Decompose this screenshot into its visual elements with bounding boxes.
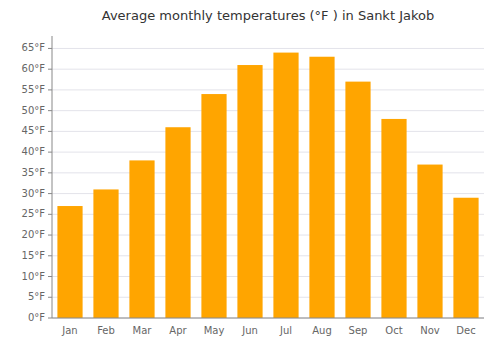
y-tick-label: 35°F	[22, 167, 46, 178]
bar	[165, 127, 190, 318]
x-tick-label: Mar	[133, 325, 153, 336]
y-tick	[48, 297, 52, 298]
y-tick-label: 5°F	[28, 291, 45, 302]
y-tick-label: 25°F	[22, 208, 46, 219]
bar	[129, 160, 154, 318]
bar	[57, 206, 82, 318]
y-tick-label: 20°F	[22, 229, 46, 240]
bar	[309, 57, 334, 318]
y-tick	[48, 69, 52, 70]
y-tick	[48, 48, 52, 49]
bar	[201, 94, 226, 318]
bar	[93, 189, 118, 318]
y-tick-label: 55°F	[22, 84, 46, 95]
y-tick	[48, 214, 52, 215]
y-tick-label: 40°F	[22, 146, 46, 157]
y-tick	[48, 235, 52, 236]
x-tick-label: May	[204, 325, 225, 336]
bar	[237, 65, 262, 318]
bar	[273, 53, 298, 318]
grid-line	[52, 69, 484, 70]
x-tick-label: Jan	[61, 325, 77, 336]
bar	[453, 198, 478, 318]
x-tick-label: Feb	[97, 325, 115, 336]
y-axis: 0°F 5°F 10°F 15°F 20°F 25°F 30°F 35°F 40°F 45°F 50…	[22, 36, 52, 323]
chart-container: Average monthly temperatures (°F ) in Sa…	[0, 0, 500, 350]
y-tick-label: 0°F	[28, 312, 45, 323]
y-tick-label: 50°F	[22, 105, 46, 116]
y-tick	[48, 276, 52, 277]
y-tick-label: 30°F	[22, 188, 46, 199]
chart-svg: Average monthly temperatures (°F ) in Sa…	[0, 0, 500, 350]
grid-line	[52, 152, 484, 153]
y-tick-label: 60°F	[22, 63, 46, 74]
y-tick	[48, 89, 52, 90]
y-tick	[48, 193, 52, 194]
x-tick-label: Aug	[312, 325, 332, 336]
y-tick	[48, 172, 52, 173]
grid-line	[52, 318, 484, 319]
x-tick-label: Sep	[349, 325, 368, 336]
y-tick	[48, 131, 52, 132]
x-tick-label: Jun	[241, 325, 258, 336]
x-axis-line	[52, 318, 484, 319]
y-axis-line	[52, 36, 53, 318]
x-tick-label: Nov	[420, 325, 440, 336]
y-tick	[48, 255, 52, 256]
y-tick	[48, 152, 52, 153]
bar	[381, 119, 406, 318]
y-tick	[48, 318, 52, 319]
x-axis: Jan Feb Mar Apr May Jun Jul Aug Sep Oct Nov Dec	[52, 318, 484, 336]
grid-line	[52, 48, 484, 49]
chart-title: Average monthly temperatures (°F ) in Sa…	[102, 8, 434, 23]
y-tick-label: 10°F	[22, 271, 46, 282]
bars	[57, 53, 478, 318]
x-tick-label: Apr	[169, 325, 187, 336]
y-tick-label: 15°F	[22, 250, 46, 261]
y-tick	[48, 110, 52, 111]
y-tick-label: 65°F	[22, 42, 46, 53]
x-tick-label: Jul	[279, 325, 292, 336]
y-grid	[52, 48, 484, 318]
grid-line	[52, 110, 484, 111]
grid-line	[52, 131, 484, 132]
y-tick-label: 45°F	[22, 125, 46, 136]
grid-line	[52, 89, 484, 90]
x-tick-label: Oct	[385, 325, 402, 336]
bar	[417, 165, 442, 318]
x-tick-label: Dec	[456, 325, 475, 336]
bar	[345, 82, 370, 318]
